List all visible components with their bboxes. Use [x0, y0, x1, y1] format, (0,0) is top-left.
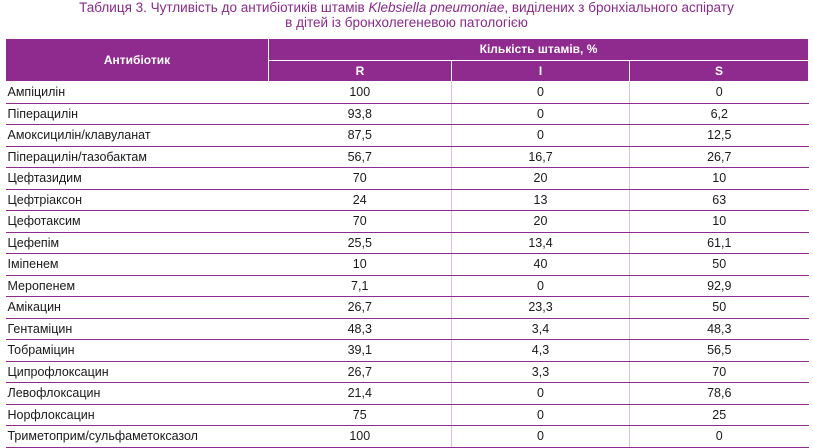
s-value-cell: 12,5: [628, 124, 809, 147]
r-value-cell: 10: [268, 253, 452, 276]
r-value-cell: 26,7: [268, 296, 452, 319]
antibiotic-name-cell: Амоксицилін/клавуланат: [5, 124, 269, 147]
table-row: Цефтазидим 70 20 10: [5, 167, 809, 190]
s-value-cell: 6,2: [628, 103, 809, 125]
table-row: Меропенем 7,1 0 92,9: [5, 275, 809, 297]
antibiotic-name-cell: Ципрофлоксацин: [5, 361, 269, 383]
antibiotic-name-cell: Триметоприм/сульфаметоксазол: [5, 425, 269, 448]
table-row: Левофлоксацин 21,4 0 78,6: [5, 382, 809, 405]
r-value-cell: 25,5: [268, 232, 452, 254]
table-row: Піперацилін 93,8 0 6,2: [5, 103, 809, 125]
table-header: Антибіотик Кількість штамів, % R I S: [5, 38, 810, 82]
i-value-cell: 20: [451, 210, 630, 233]
i-value-cell: 0: [451, 382, 630, 405]
table-row: Цефтріаксон 24 13 63: [5, 189, 809, 211]
i-value-cell: 40: [451, 253, 630, 276]
s-value-cell: 0: [628, 81, 809, 104]
i-value-cell: 13,4: [451, 232, 630, 254]
r-value-cell: 87,5: [268, 124, 452, 147]
r-value-cell: 75: [268, 404, 452, 426]
r-value-cell: 70: [268, 167, 452, 190]
i-value-cell: 4,3: [451, 339, 630, 362]
s-value-cell: 70: [628, 361, 809, 383]
i-value-cell: 16,7: [451, 146, 630, 168]
r-value-cell: 56,7: [268, 146, 452, 168]
i-value-cell: 3,3: [451, 361, 630, 383]
r-value-cell: 100: [268, 81, 452, 104]
table-row: Піперацилін/тазобактам 56,7 16,7 26,7: [5, 146, 809, 168]
s-value-cell: 50: [628, 296, 809, 319]
i-value-cell: 0: [451, 124, 630, 147]
antibiotic-name-cell: Цефтріаксон: [5, 189, 269, 211]
table-row: Тобраміцин 39,1 4,3 56,5: [5, 339, 809, 362]
table-row: Триметоприм/сульфаметоксазол 100 0 0: [5, 425, 809, 448]
header-antibiotic: Антибіотик: [5, 38, 269, 82]
i-value-cell: 23,3: [451, 296, 630, 319]
antibiotic-name-cell: Норфлоксацин: [5, 404, 269, 426]
header-strain-count: Кількість штамів, %: [267, 38, 810, 61]
antibiotic-name-cell: Меропенем: [5, 275, 269, 297]
antibiotic-name-cell: Гентаміцин: [5, 318, 269, 340]
i-value-cell: 0: [451, 81, 630, 104]
table-caption: Таблиця 3. Чутливість до антибіотиків шт…: [0, 0, 813, 30]
table-row: Цефепім 25,5 13,4 61,1: [5, 232, 809, 254]
s-value-cell: 25: [628, 404, 809, 426]
i-value-cell: 0: [451, 103, 630, 125]
caption-suffix: , виділених з бронхіального аспірату: [504, 0, 734, 15]
i-value-cell: 0: [451, 404, 630, 426]
susceptibility-table: Антибіотик Кількість штамів, % R I S Амп…: [5, 38, 810, 448]
antibiotic-name-cell: Цефтазидим: [5, 167, 269, 190]
table-row: Ампіцилін 100 0 0: [5, 81, 809, 104]
s-value-cell: 26,7: [628, 146, 809, 168]
header-s: S: [628, 59, 810, 82]
caption-line-1: Таблиця 3. Чутливість до антибіотиків шт…: [0, 0, 813, 15]
antibiotic-name-cell: Піперацилін: [5, 103, 269, 125]
table-row: Амоксицилін/клавуланат 87,5 0 12,5: [5, 124, 809, 147]
table-row: Гентаміцин 48,3 3,4 48,3: [5, 318, 809, 340]
table-row: Норфлоксацин 75 0 25: [5, 404, 809, 426]
table-row: Цефотаксим 70 20 10: [5, 210, 809, 233]
s-value-cell: 92,9: [628, 275, 809, 297]
antibiotic-name-cell: Тобраміцин: [5, 339, 269, 362]
r-value-cell: 21,4: [268, 382, 452, 405]
s-value-cell: 10: [628, 210, 809, 233]
r-value-cell: 48,3: [268, 318, 452, 340]
antibiotic-name-cell: Іміпенем: [5, 253, 269, 276]
antibiotic-name-cell: Амікацин: [5, 296, 269, 319]
s-value-cell: 56,5: [628, 339, 809, 362]
r-value-cell: 24: [268, 189, 452, 211]
i-value-cell: 0: [451, 425, 630, 448]
i-value-cell: 3,4: [451, 318, 630, 340]
s-value-cell: 0: [628, 425, 809, 448]
caption-prefix: Таблиця 3. Чутливість до антибіотиків шт…: [79, 0, 369, 15]
s-value-cell: 61,1: [628, 232, 809, 254]
s-value-cell: 63: [628, 189, 809, 211]
s-value-cell: 50: [628, 253, 809, 276]
table-body: Ампіцилін 100 0 0 Піперацилін 93,8 0 6,2 Амоксиц…: [5, 81, 809, 448]
caption-organism: Klebsiella pneumoniae: [368, 0, 505, 15]
table-row: Амікацин 26,7 23,3 50: [5, 296, 809, 319]
s-value-cell: 48,3: [628, 318, 809, 340]
r-value-cell: 7,1: [268, 275, 452, 297]
i-value-cell: 20: [451, 167, 630, 190]
antibiotic-name-cell: Цефотаксим: [5, 210, 269, 233]
r-value-cell: 70: [268, 210, 452, 233]
antibiotic-name-cell: Цефепім: [5, 232, 269, 254]
i-value-cell: 0: [451, 275, 630, 297]
antibiotic-name-cell: Ампіцилін: [5, 81, 269, 104]
header-r: R: [268, 59, 452, 82]
table-row: Іміпенем 10 40 50: [5, 253, 809, 276]
r-value-cell: 100: [268, 425, 452, 448]
table-row: Ципрофлоксацин 26,7 3,3 70: [5, 361, 809, 383]
s-value-cell: 78,6: [628, 382, 809, 405]
header-i: I: [451, 59, 630, 82]
i-value-cell: 13: [451, 189, 630, 211]
caption-line-2: в дітей із бронхолегеневою патологією: [285, 15, 528, 30]
r-value-cell: 26,7: [268, 361, 452, 383]
r-value-cell: 39,1: [268, 339, 452, 362]
antibiotic-name-cell: Левофлоксацин: [5, 382, 269, 405]
r-value-cell: 93,8: [268, 103, 452, 125]
antibiotic-name-cell: Піперацилін/тазобактам: [5, 146, 269, 168]
s-value-cell: 10: [628, 167, 809, 190]
